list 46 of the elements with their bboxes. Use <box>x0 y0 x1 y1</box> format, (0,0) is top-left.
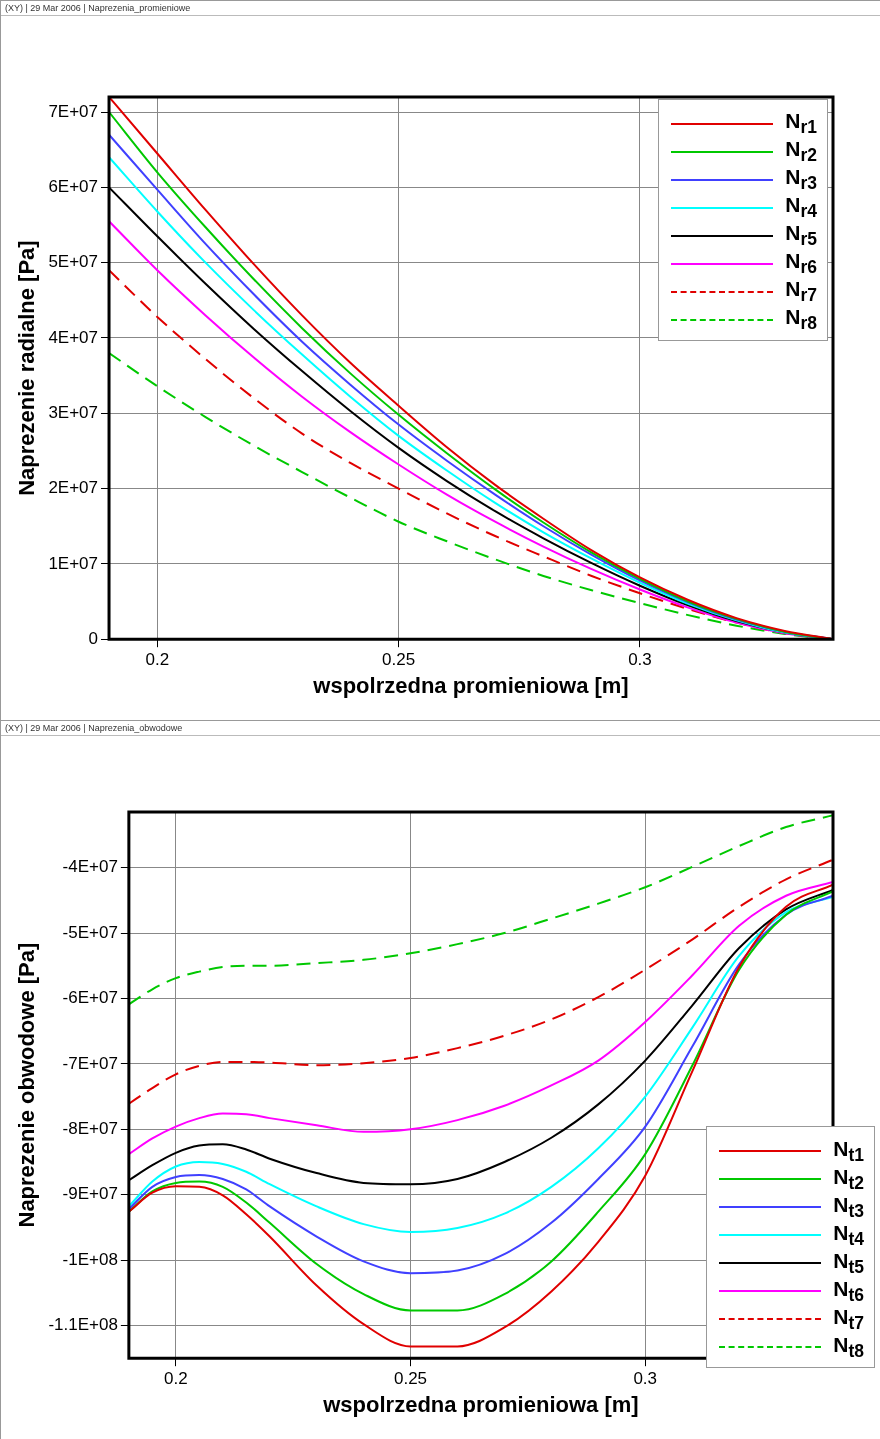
y-tick-label: -6E+07 <box>62 988 118 1008</box>
legend-label: N$_{t4}$ <box>833 1220 864 1250</box>
y-tick-label: -4E+07 <box>62 857 118 877</box>
y-tick-label: 6E+07 <box>48 177 99 197</box>
y-tick-label: 3E+07 <box>48 402 99 422</box>
legend-label: N$_{r6}$ <box>785 249 817 279</box>
x-tick-label: 0.25 <box>393 1369 428 1389</box>
x-tick-label: 0.3 <box>628 650 652 670</box>
legend-label: N$_{t5}$ <box>833 1248 864 1278</box>
y-tick-label: -9E+07 <box>62 1184 118 1204</box>
y-tick-label: 4E+07 <box>48 327 99 347</box>
y-tick-label: -1.1E+08 <box>48 1315 118 1335</box>
text: (XY) | 29 Mar 2006 | Naprezenia_promieniowe <box>5 3 191 13</box>
legend-label: N$_{t7}$ <box>833 1304 864 1334</box>
y-tick-label: -8E+07 <box>62 1118 118 1138</box>
y-tick-label: 1E+07 <box>48 553 99 573</box>
y-tick-label: -1E+08 <box>62 1249 118 1269</box>
line-series <box>128 858 833 1105</box>
legend-label: N$_{t6}$ <box>833 1276 864 1306</box>
legend-label: N$_{t3}$ <box>833 1192 864 1222</box>
y-tick-label: 2E+07 <box>48 478 99 498</box>
legend-label: N$_{r3}$ <box>785 165 817 195</box>
legend-label: N$_{r4}$ <box>785 193 817 223</box>
y-tick-label: 0 <box>88 628 99 648</box>
legend-label: N$_{r2}$ <box>785 137 817 167</box>
legend-label: N$_{t2}$ <box>833 1164 864 1194</box>
x-tick-label: 0.3 <box>633 1369 658 1389</box>
line-series <box>128 814 833 1006</box>
text: (XY) | 29 Mar 2006 | Naprezenia_obwodowe <box>5 723 183 733</box>
y-tick-label: -5E+07 <box>62 922 118 942</box>
legend-label: N$_{t8}$ <box>833 1332 864 1362</box>
y-axis-title: Naprezenie radialne [Pa] <box>14 240 40 496</box>
y-tick-label: 5E+07 <box>48 252 99 272</box>
x-tick-label: 0.25 <box>382 650 416 670</box>
legend-label: N$_{r7}$ <box>785 277 817 307</box>
y-tick-label: 7E+07 <box>48 101 99 121</box>
x-axis-title: wspolrzedna promieniowa [m] <box>312 672 629 698</box>
legend-label: N$_{t1}$ <box>833 1136 864 1166</box>
legend-label: N$_{r1}$ <box>785 109 817 139</box>
legend-label: N$_{r8}$ <box>785 305 817 335</box>
x-axis-title: wspolrzedna promieniowa [m] <box>322 1391 639 1417</box>
x-tick-label: 0.2 <box>145 650 170 670</box>
y-tick-label: -7E+07 <box>62 1053 118 1073</box>
x-tick-label: 0.2 <box>163 1369 188 1389</box>
legend-label: N$_{r5}$ <box>785 221 817 251</box>
y-axis-title: Naprezenie obwodowe [Pa] <box>14 942 40 1228</box>
